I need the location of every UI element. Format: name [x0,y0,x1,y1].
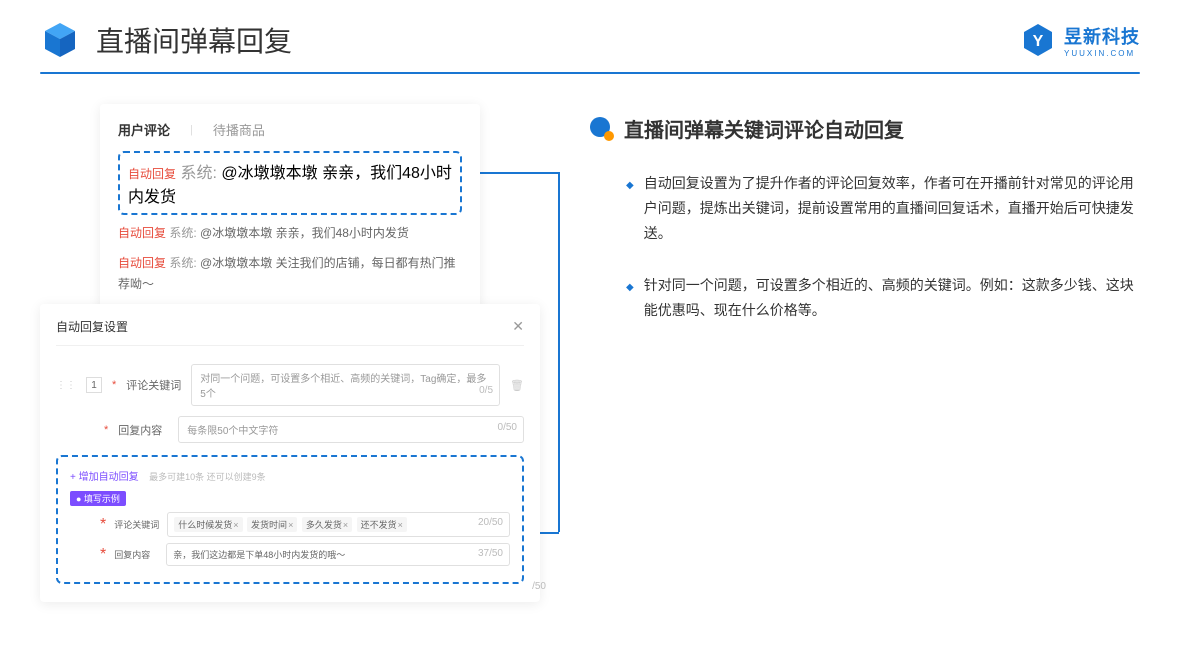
dot-icon [590,117,614,141]
row-number: 1 [86,377,102,393]
ex-keyword-input[interactable]: 什么时候发货× 发货时间× 多久发货× 还不发货× 20/50 [167,512,510,537]
content-input[interactable]: 每条限50个中文字符 0/50 [178,416,524,443]
example-badge: ● 填写示例 [70,491,126,506]
extra-count: /50 [532,581,546,592]
bullet-item: ◆ 针对同一个问题，可设置多个相近的、高频的关键词。例如：这款多少钱、这块能优惠… [626,273,1140,323]
cube-icon [40,20,80,60]
char-count: 37/50 [478,548,503,559]
close-icon[interactable]: ✕ [512,318,524,335]
form-row-content: * 回复内容 每条限50个中文字符 0/50 [56,416,524,443]
tag-pill: 发货时间× [247,517,297,532]
bullet-item: ◆ 自动回复设置为了提升作者的评论回复效率，作者可在开播前针对常见的评论用户问题… [626,171,1140,247]
tab-products[interactable]: 待播商品 [213,120,265,139]
ex-content-input[interactable]: 亲，我们这边都是下单48小时内发货的哦～ 37/50 [166,543,510,566]
example-box: + 增加自动回复 最多可建10条 还可以创建9条 ● 填写示例 * 评论关键词 … [56,455,524,584]
example-row-keyword: * 评论关键词 什么时候发货× 发货时间× 多久发货× 还不发货× 20/50 [70,512,510,537]
comment-item: 自动回复 系统: @冰墩墩本墩 关注我们的店铺，每日都有热门推荐呦～ [118,253,462,296]
header-right: Y 昱新科技 YUUXIN.COM [1020,22,1140,58]
tag-pill: 还不发货× [357,517,407,532]
connector-line [558,172,560,532]
sys-tag: 系统: [180,165,216,182]
add-row: + 增加自动回复 最多可建10条 还可以创建9条 [70,467,510,489]
keyword-input[interactable]: 对同一个问题，可设置多个相近、高频的关键词，Tag确定，最多5个 0/5 [191,364,500,406]
comment-text: @冰墩墩本墩 亲亲，我们48小时内发货 [128,165,452,206]
logo-sub: YUUXIN.COM [1064,49,1140,58]
logo-icon: Y [1020,22,1056,58]
bullet-text: 自动回复设置为了提升作者的评论回复效率，作者可在开播前针对常见的评论用户问题，提… [644,171,1140,247]
content: 用户评论 | 待播商品 自动回复 系统: @冰墩墩本墩 亲亲，我们48小时内发货… [0,104,1180,584]
header-left: 直播间弹幕回复 [40,20,292,60]
drag-handle-icon[interactable]: ⋮⋮ [56,380,76,391]
tag-pill: 什么时候发货× [174,517,242,532]
ex-keyword-label: 评论关键词 [114,518,159,531]
tabs: 用户评论 | 待播商品 [118,120,462,139]
section-title: 直播间弹幕关键词评论自动回复 [624,114,904,143]
section-head: 直播间弹幕关键词评论自动回复 [590,114,1140,143]
required-star: * [100,516,106,534]
comment-text: @冰墩墩本墩 亲亲，我们48小时内发货 [200,226,409,240]
right-panel: 直播间弹幕关键词评论自动回复 ◆ 自动回复设置为了提升作者的评论回复效率，作者可… [590,104,1140,584]
form-row-keyword: ⋮⋮ 1 * 评论关键词 对同一个问题，可设置多个相近、高频的关键词，Tag确定… [56,364,524,406]
comment-card: 用户评论 | 待播商品 自动回复 系统: @冰墩墩本墩 亲亲，我们48小时内发货… [100,104,480,324]
example-row-content: * 回复内容 亲，我们这边都是下单48小时内发货的哦～ 37/50 [70,543,510,566]
char-count: 0/50 [498,422,517,433]
tab-comments[interactable]: 用户评论 [118,120,170,139]
keyword-label: 评论关键词 [126,377,181,393]
logo-text-wrap: 昱新科技 YUUXIN.COM [1064,23,1140,58]
connector-line [539,532,559,534]
bullet-list: ◆ 自动回复设置为了提升作者的评论回复效率，作者可在开播前针对常见的评论用户问题… [590,171,1140,323]
comment-highlighted: 自动回复 系统: @冰墩墩本墩 亲亲，我们48小时内发货 [118,151,462,215]
reply-tag: 自动回复 [128,167,176,181]
diamond-icon: ◆ [626,177,634,247]
connector-line [480,172,560,174]
tab-divider: | [190,124,193,136]
required-star: * [104,424,108,436]
reply-tag: 自动回复 [118,226,166,240]
tag-pill: 多久发货× [302,517,352,532]
header-divider [40,72,1140,74]
settings-header: 自动回复设置 ✕ [56,318,524,346]
ex-content-label: 回复内容 [114,548,158,561]
char-count: 0/5 [479,385,493,396]
svg-text:Y: Y [1033,33,1044,50]
left-panel: 用户评论 | 待播商品 自动回复 系统: @冰墩墩本墩 亲亲，我们48小时内发货… [40,104,560,584]
reply-tag: 自动回复 [118,256,166,270]
diamond-icon: ◆ [626,279,634,323]
content-label: 回复内容 [118,422,168,438]
settings-title: 自动回复设置 [56,318,128,335]
page-title: 直播间弹幕回复 [96,20,292,60]
sys-tag: 系统: [169,226,196,240]
add-reply-link[interactable]: + 增加自动回复 [70,468,139,483]
sys-tag: 系统: [169,256,196,270]
char-count: 20/50 [478,517,503,528]
add-hint: 最多可建10条 还可以创建9条 [149,472,266,482]
trash-icon[interactable]: 🗑 [510,379,524,392]
required-star: * [112,379,116,391]
required-star: * [100,546,106,564]
logo-text: 昱新科技 [1064,27,1140,47]
comment-item: 自动回复 系统: @冰墩墩本墩 亲亲，我们48小时内发货 [118,223,462,245]
settings-card: 自动回复设置 ✕ ⋮⋮ 1 * 评论关键词 对同一个问题，可设置多个相近、高频的… [40,304,540,602]
bullet-text: 针对同一个问题，可设置多个相近的、高频的关键词。例如：这款多少钱、这块能优惠吗、… [644,273,1140,323]
page-header: 直播间弹幕回复 Y 昱新科技 YUUXIN.COM [0,0,1180,72]
